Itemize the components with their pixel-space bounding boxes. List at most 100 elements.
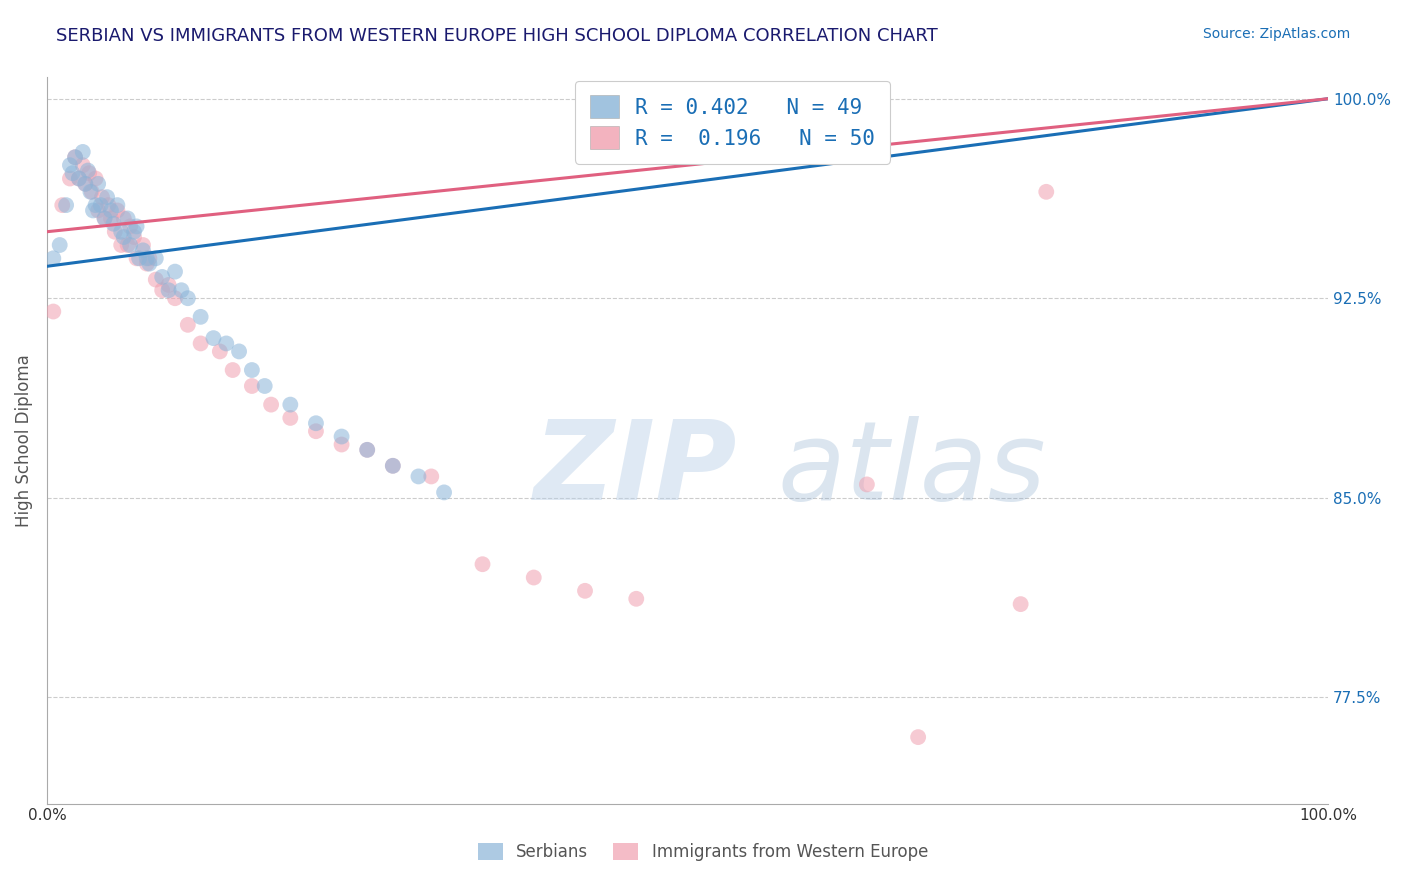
Point	[856, 477, 879, 491]
Point	[51, 198, 73, 212]
Point	[100, 211, 122, 226]
Point	[59, 158, 82, 172]
Point	[1035, 185, 1057, 199]
Point	[330, 429, 353, 443]
Point	[84, 198, 107, 212]
Point	[77, 163, 100, 178]
Text: Source: ZipAtlas.com: Source: ZipAtlas.com	[1202, 27, 1350, 41]
Point	[163, 265, 186, 279]
Point	[626, 591, 648, 606]
Point	[90, 198, 112, 212]
Point	[87, 203, 110, 218]
Text: SERBIAN VS IMMIGRANTS FROM WESTERN EUROPE HIGH SCHOOL DIPLOMA CORRELATION CHART: SERBIAN VS IMMIGRANTS FROM WESTERN EUROP…	[56, 27, 938, 45]
Point	[67, 171, 90, 186]
Point	[177, 318, 200, 332]
Point	[240, 379, 263, 393]
Point	[157, 277, 180, 292]
Point	[104, 225, 127, 239]
Point	[100, 203, 122, 218]
Point	[907, 730, 929, 744]
Point	[48, 238, 70, 252]
Point	[96, 190, 118, 204]
Point	[112, 211, 135, 226]
Point	[87, 177, 110, 191]
Point	[471, 558, 494, 572]
Point	[253, 379, 276, 393]
Point	[330, 437, 353, 451]
Point	[72, 145, 94, 159]
Point	[208, 344, 231, 359]
Point	[278, 411, 301, 425]
Point	[120, 219, 142, 234]
Point	[177, 291, 200, 305]
Point	[125, 219, 148, 234]
Point	[42, 304, 65, 318]
Point	[163, 291, 186, 305]
Point	[356, 442, 378, 457]
Point	[240, 363, 263, 377]
Point	[93, 211, 115, 226]
Point	[381, 458, 404, 473]
Point	[77, 166, 100, 180]
Point	[260, 398, 283, 412]
Point	[79, 185, 101, 199]
Point	[150, 269, 173, 284]
Point	[103, 217, 125, 231]
Point	[55, 198, 77, 212]
Point	[135, 257, 157, 271]
Point	[305, 416, 328, 430]
Point	[91, 190, 114, 204]
Point	[150, 283, 173, 297]
Point	[62, 166, 84, 180]
Point	[202, 331, 225, 345]
Legend: Serbians, Immigrants from Western Europe: Serbians, Immigrants from Western Europe	[464, 830, 942, 875]
Point	[84, 171, 107, 186]
Point	[110, 225, 132, 239]
Point	[228, 344, 250, 359]
Point	[82, 203, 104, 218]
Point	[120, 238, 142, 252]
Point	[59, 171, 82, 186]
Point	[110, 238, 132, 252]
Point	[117, 211, 139, 226]
Point	[63, 150, 86, 164]
Text: ZIP: ZIP	[534, 416, 737, 523]
Point	[221, 363, 243, 377]
Point	[132, 244, 155, 258]
Point	[523, 570, 546, 584]
Point	[122, 230, 145, 244]
Point	[112, 230, 135, 244]
Point	[190, 310, 212, 324]
Legend: R = 0.402   N = 49, R =  0.196   N = 50: R = 0.402 N = 49, R = 0.196 N = 50	[575, 80, 890, 163]
Point	[105, 198, 128, 212]
Point	[157, 283, 180, 297]
Point	[132, 238, 155, 252]
Point	[97, 198, 120, 212]
Point	[574, 583, 596, 598]
Point	[278, 398, 301, 412]
Point	[75, 177, 97, 191]
Point	[381, 458, 404, 473]
Point	[138, 257, 160, 271]
Point	[125, 252, 148, 266]
Point	[67, 171, 90, 186]
Point	[72, 158, 94, 172]
Text: atlas: atlas	[778, 416, 1046, 523]
Point	[122, 225, 145, 239]
Point	[42, 252, 65, 266]
Point	[1010, 597, 1032, 611]
Point	[433, 485, 456, 500]
Point	[145, 272, 167, 286]
Point	[63, 150, 86, 164]
Point	[170, 283, 193, 297]
Y-axis label: High School Diploma: High School Diploma	[15, 354, 32, 527]
Point	[117, 238, 139, 252]
Point	[75, 177, 97, 191]
Point	[135, 252, 157, 266]
Point	[93, 211, 115, 226]
Point	[145, 252, 167, 266]
Point	[190, 336, 212, 351]
Point	[420, 469, 443, 483]
Point	[305, 424, 328, 438]
Point	[80, 185, 103, 199]
